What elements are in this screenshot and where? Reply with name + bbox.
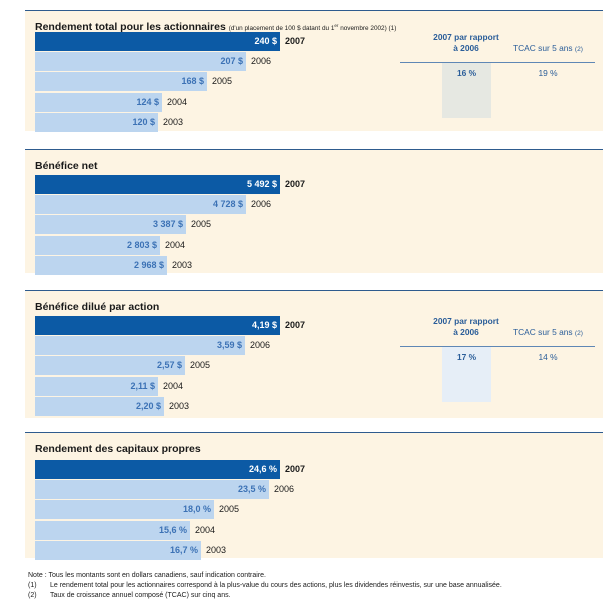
year-label: 2004 (195, 524, 216, 535)
stats-value-yoy: 17 % (456, 352, 477, 362)
chart-title: Bénéfice dilué par action (35, 301, 160, 313)
stats-header-cagr-note: (2) (574, 330, 583, 337)
year-label: 2007 (285, 320, 306, 330)
bar-2003: 2,20 $ (35, 396, 164, 416)
bar-2005: 2,57 $ (35, 356, 185, 376)
stats-header-yoy-line2: à 2006 (453, 43, 479, 53)
stats-header-cagr: TCAC sur 5 ans (2) (506, 43, 590, 53)
stats-header-cagr-text: TCAC sur 5 ans (513, 327, 573, 337)
chart-subtitle-post: novembre 2002) (1) (338, 25, 397, 32)
year-label: 2004 (167, 96, 188, 107)
bar-2004: 124 $ (35, 92, 162, 112)
year-label: 2005 (219, 504, 240, 515)
footnote-2: (2) Taux de croissance annuel composé (TC… (28, 591, 502, 601)
stats-header-rule (400, 62, 595, 63)
footnotes: Note : Tous les montants sont en dollars… (28, 571, 502, 601)
chart-title: Bénéfice net (35, 160, 98, 172)
bar-2007: 24,6 % (35, 460, 280, 479)
bar-2006: 23,5 % (35, 480, 269, 500)
bar-2004: 2,11 $ (35, 376, 158, 396)
bar-2005: 3 387 $ (35, 215, 186, 235)
year-label: 2005 (190, 360, 211, 371)
bar-2007: 240 $ (35, 32, 280, 51)
stats-header-yoy-line1: 2007 par rapport (433, 316, 499, 326)
chart-title: Rendement total pour les actionnaires (d… (35, 21, 396, 33)
bar-2005: 168 $ (35, 72, 207, 92)
chart-panel-diluted-eps: Bénéfice dilué par action 4,19 $ 2007 3,59… (25, 290, 603, 418)
year-label: 2007 (285, 464, 306, 474)
stats-value-cagr: 19 % (538, 68, 558, 78)
year-label: 2004 (165, 239, 186, 250)
stats-highlight-column (442, 63, 491, 118)
stats-header-cagr: TCAC sur 5 ans (2) (506, 327, 590, 337)
footnote-note: Note : Tous les montants sont en dollars… (28, 571, 502, 581)
stats-header-yoy-line1: 2007 par rapport (433, 32, 499, 42)
year-label: 2003 (169, 400, 190, 411)
bar-2007: 4,19 $ (35, 316, 280, 335)
chart-panel-total-return: Rendement total pour les actionnaires (d… (25, 10, 603, 132)
stats-value-cagr: 14 % (538, 352, 558, 362)
stats-header-cagr-note: (2) (574, 46, 583, 53)
chart-subtitle: (d'un placement de 100 $ datant du 1er n… (228, 22, 397, 32)
bar-2007: 5 492 $ (35, 175, 280, 194)
year-label: 2007 (285, 179, 306, 189)
year-label: 2005 (191, 219, 212, 230)
year-label: 2004 (163, 380, 184, 391)
chart-subtitle-pre: (d'un placement de 100 $ datant du 1 (228, 25, 335, 32)
footnote-text: Le rendement total pour les actionnaires… (50, 582, 502, 589)
stats-header-cagr-text: TCAC sur 5 ans (513, 43, 573, 53)
footnote-1: (1) Le rendement total pour les actionnai… (28, 581, 502, 591)
bar-2006: 207 $ (35, 52, 246, 72)
footnote-text: Note : Tous les montants sont en dollars… (28, 572, 267, 579)
chart-panel-roe: Rendement des capitaux propres 24,6 % 200… (25, 432, 603, 560)
bar-2006: 4 728 $ (35, 195, 246, 215)
bar-2003: 16,7 % (35, 540, 201, 560)
year-label: 2003 (163, 116, 184, 127)
stats-highlight-column (442, 347, 491, 402)
bar-2004: 15,6 % (35, 520, 190, 540)
footnote-mark: (1) (28, 582, 37, 589)
bar-2005: 18,0 % (35, 500, 214, 520)
chart-panel-net-income: Bénéfice net 5 492 $ 2007 4 728 $ 2006 3 387… (25, 149, 603, 275)
chart-title: Rendement des capitaux propres (35, 443, 201, 455)
year-label: 2003 (172, 259, 193, 270)
year-label: 2006 (251, 199, 272, 210)
chart-title-text: Rendement total pour les actionnaires (35, 21, 226, 33)
stats-value-yoy: 16 % (456, 68, 477, 78)
bar-2003: 120 $ (35, 112, 158, 132)
stats-header-rule (400, 346, 595, 347)
bar-2004: 2 803 $ (35, 235, 160, 255)
stats-header-yoy: 2007 par rapport à 2006 (420, 316, 512, 338)
year-label: 2007 (285, 36, 306, 46)
stats-header-yoy-line2: à 2006 (453, 327, 479, 337)
footnote-mark: (2) (28, 592, 37, 599)
year-label: 2006 (274, 484, 295, 495)
year-label: 2003 (206, 544, 227, 555)
year-label: 2005 (212, 76, 233, 87)
year-label: 2006 (250, 340, 271, 351)
footnote-text: Taux de croissance annuel composé (TCAC)… (50, 592, 231, 599)
chart-subtitle-sup: er (334, 22, 339, 28)
year-label: 2006 (251, 56, 272, 67)
bar-2003: 2 968 $ (35, 255, 167, 275)
stats-header-yoy: 2007 par rapport à 2006 (420, 32, 512, 54)
bar-2006: 3,59 $ (35, 336, 245, 356)
